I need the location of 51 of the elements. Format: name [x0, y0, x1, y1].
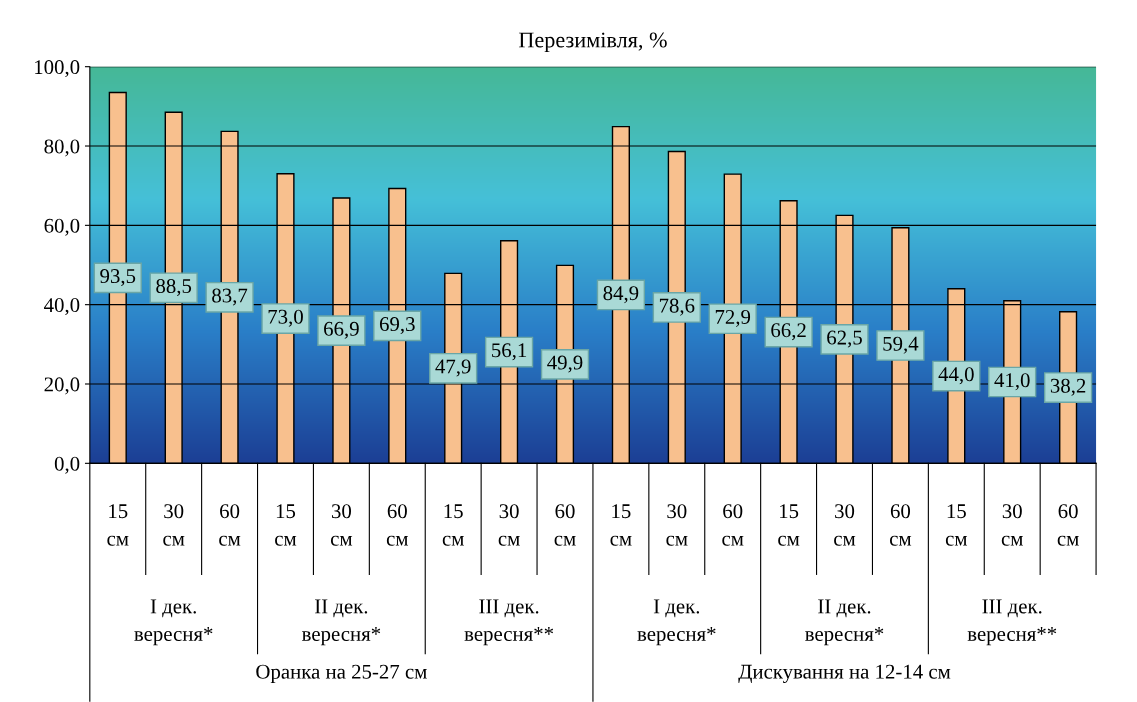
y-tick-label: 20,0	[44, 377, 80, 395]
x-tick-label: 30 см	[666, 504, 688, 546]
x-tick-label: 15 см	[610, 504, 632, 546]
data-label: 49,9	[547, 355, 583, 373]
y-tick-label: 60,0	[44, 218, 80, 236]
x-tick-label: 30 см	[834, 504, 856, 546]
data-label: 47,9	[435, 359, 471, 377]
data-label: 62,5	[827, 330, 862, 348]
x-tick-label: 60 см	[1057, 504, 1079, 546]
data-label: 41,0	[994, 373, 1030, 391]
text: I дек. вересня*	[134, 599, 213, 646]
x-tick-label: 15 см	[778, 504, 800, 546]
text: II дек. вересня*	[301, 599, 381, 646]
text: III дек. вересня**	[464, 599, 554, 646]
y-tick-label: 0,0	[54, 456, 80, 474]
text: Оранка на 25-27 см	[256, 664, 427, 683]
data-label: 66,2	[771, 323, 806, 341]
data-label: 69,3	[379, 317, 415, 335]
text: I дек. вересня*	[637, 599, 716, 646]
x-tick-label: 15 см	[945, 504, 968, 546]
y-tick-label: 100,0	[35, 60, 80, 78]
data-label: 73,0	[268, 309, 303, 327]
chart-title: Перезимівля, %	[518, 32, 667, 52]
text: II дек. вересня*	[805, 599, 884, 646]
data-label: 84,9	[603, 286, 639, 304]
data-label: 56,1	[492, 343, 527, 361]
x-tick-label: 30 см	[163, 504, 185, 546]
y-tick-label: 80,0	[44, 139, 80, 157]
data-label: 93,5	[100, 269, 136, 287]
x-tick-label: 15 см	[107, 504, 129, 546]
data-label: 83,7	[212, 288, 248, 306]
data-label: 44,0	[938, 367, 974, 385]
text: III дек. вересня**	[967, 599, 1057, 646]
x-tick-label: 60 см	[554, 504, 576, 546]
x-tick-label: 15 см	[275, 504, 297, 546]
data-label: 72,9	[715, 309, 751, 327]
data-label: 66,9	[324, 321, 359, 339]
x-tick-label: 60 см	[386, 504, 409, 546]
data-label: 78,6	[659, 298, 695, 316]
x-tick-label: 30 см	[1001, 504, 1023, 546]
data-label: 38,2	[1050, 378, 1086, 396]
data-label: 88,5	[156, 278, 192, 297]
text: Дискування на 12-14 см	[738, 664, 951, 683]
x-tick-label: 30 см	[498, 504, 520, 546]
x-tick-label: 60 см	[219, 504, 241, 546]
y-tick-label: 40,0	[44, 298, 80, 316]
x-tick-label: 60 см	[889, 504, 912, 546]
x-tick-label: 60 см	[722, 504, 744, 546]
data-label: 59,4	[883, 336, 919, 354]
x-tick-label: 15 см	[442, 504, 464, 546]
x-tick-label: 30 см	[330, 504, 353, 546]
